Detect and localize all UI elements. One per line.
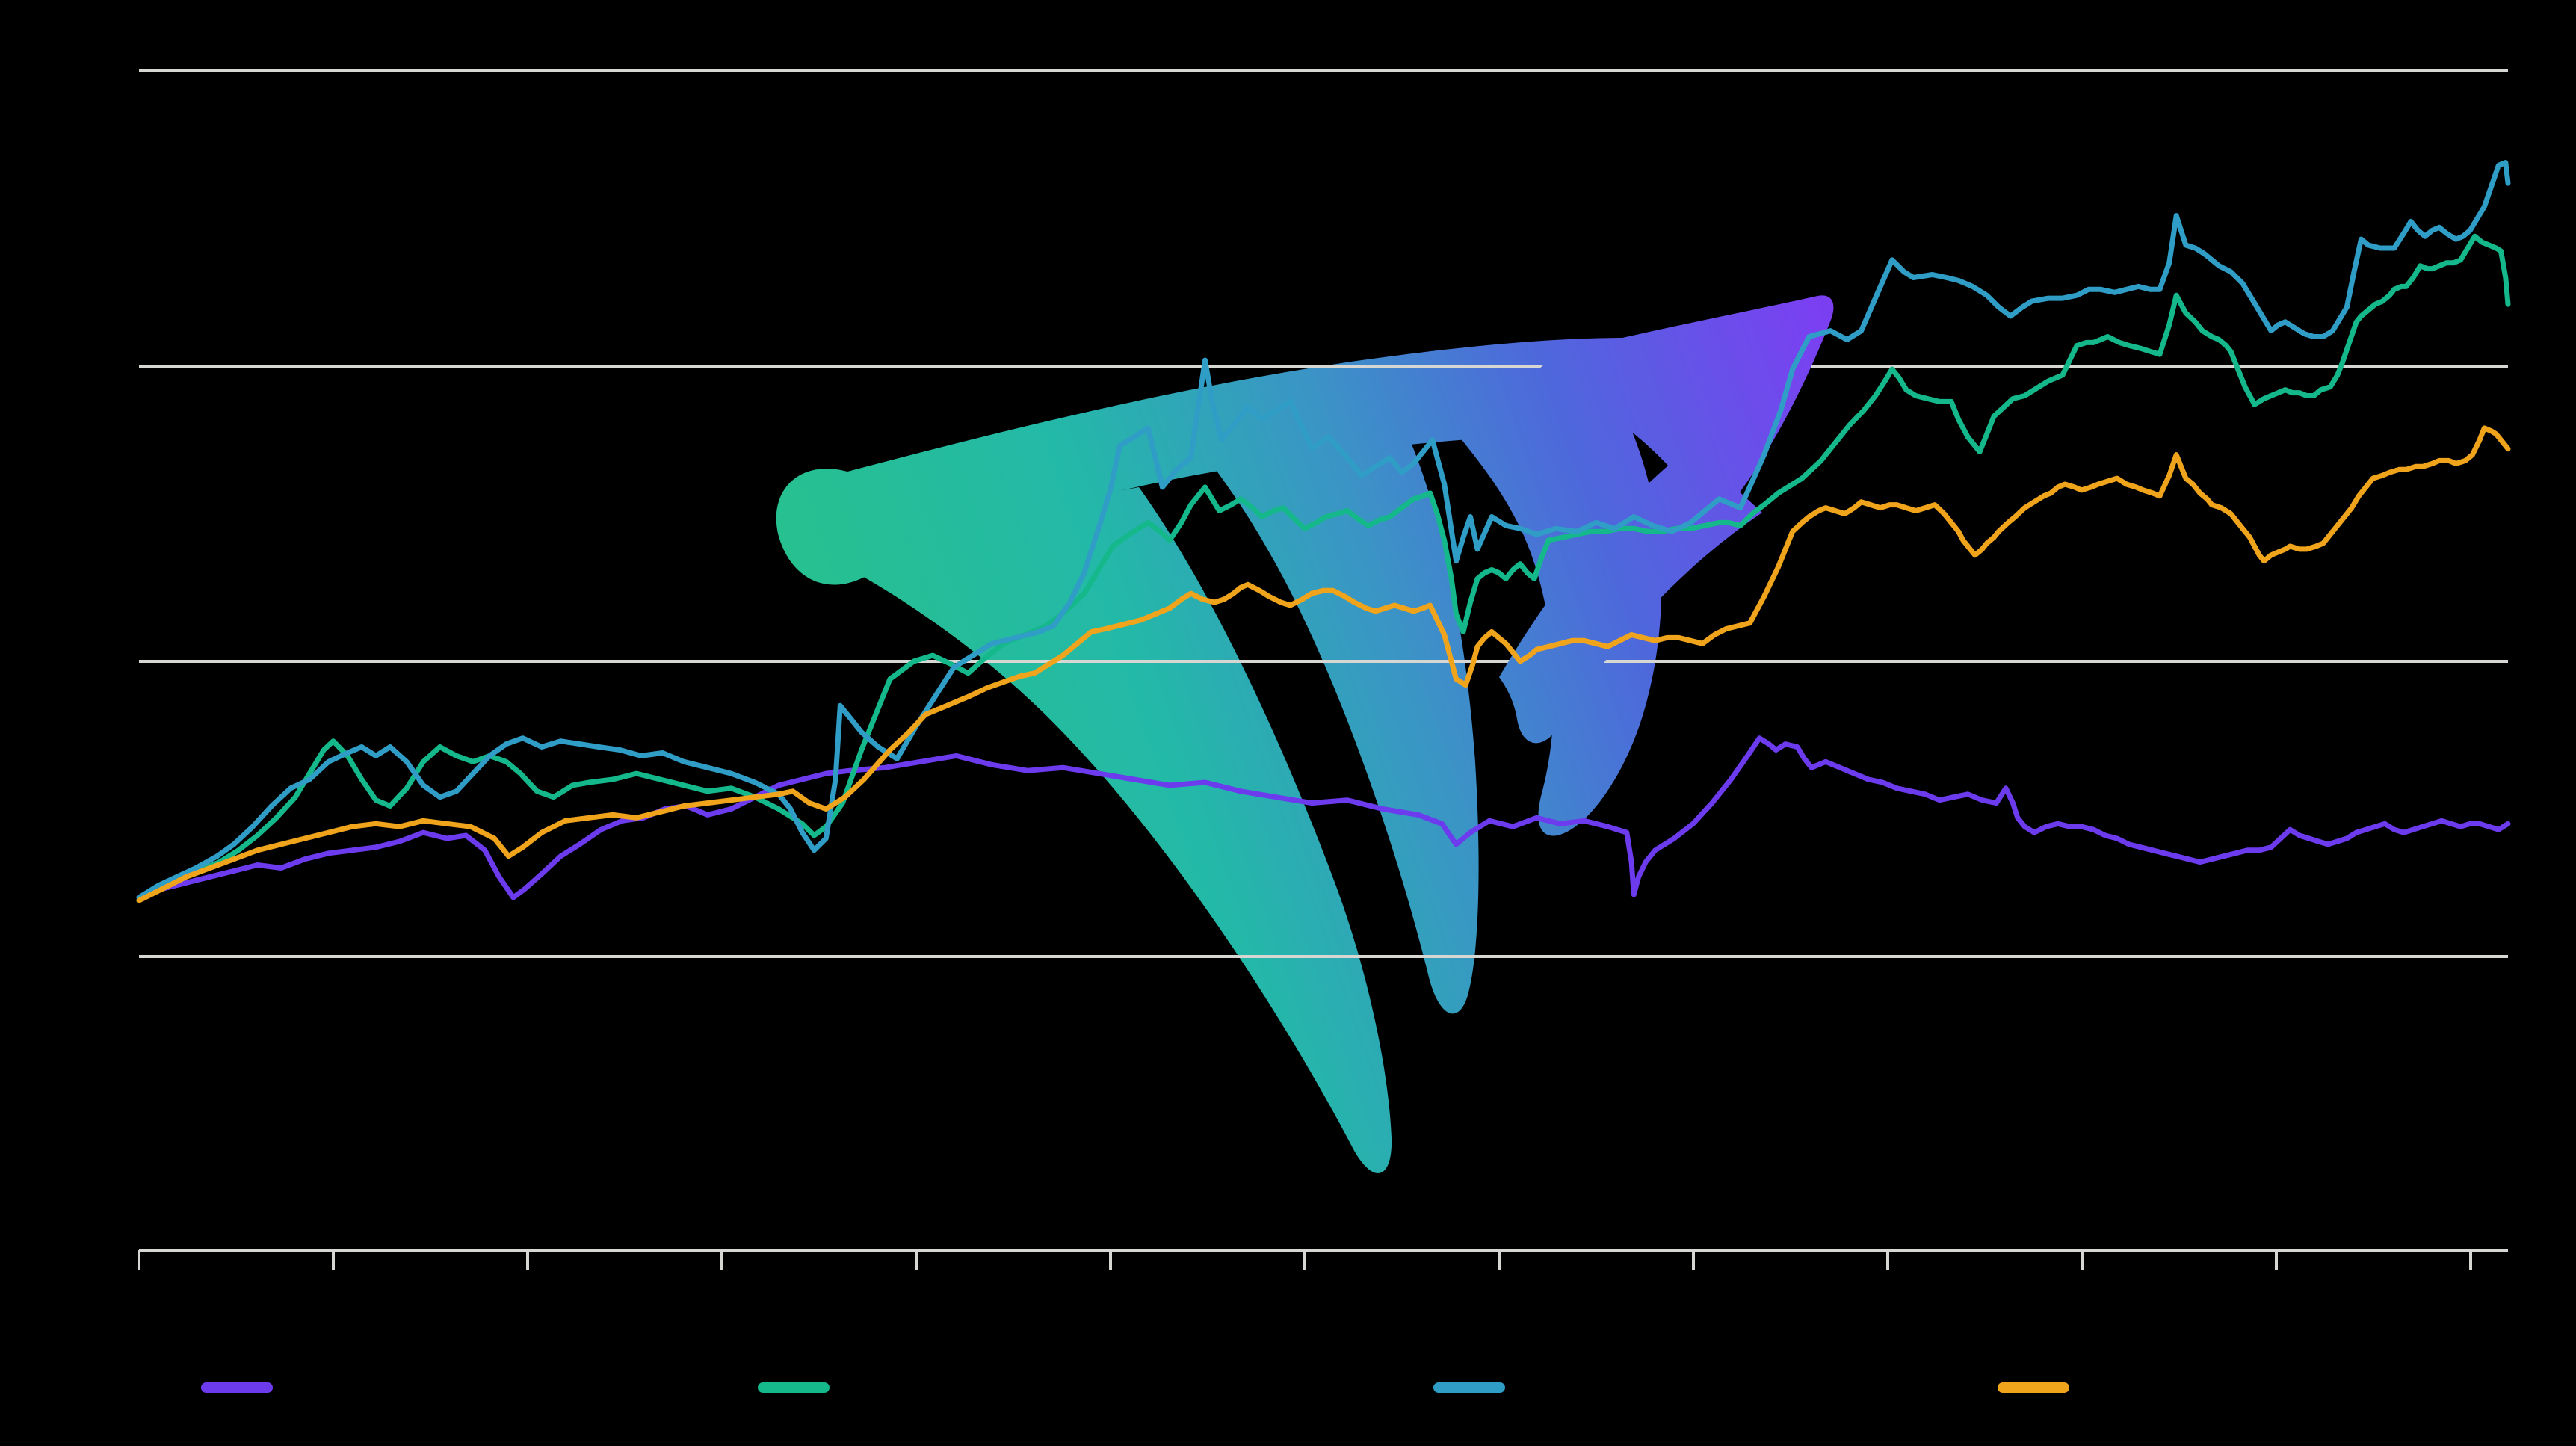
legend-swatch-1 (201, 1382, 273, 1393)
series-lines (136, 160, 2511, 903)
watermark-claw-2 (1217, 442, 1479, 1014)
series-3-blue-line (136, 160, 2511, 900)
watermark-claw-1 (861, 487, 1392, 1173)
x-axis (138, 1249, 2508, 1270)
series-4-orange-line (136, 425, 2511, 903)
legend (201, 1382, 2069, 1393)
legend-swatch-2 (758, 1382, 830, 1393)
gridlines (139, 69, 2508, 958)
legend-swatch-4 (1998, 1382, 2069, 1393)
watermark-arrowhead (1535, 295, 1834, 512)
legend-swatch-3 (1433, 1382, 1505, 1393)
series-1-purple-line (136, 735, 2511, 900)
